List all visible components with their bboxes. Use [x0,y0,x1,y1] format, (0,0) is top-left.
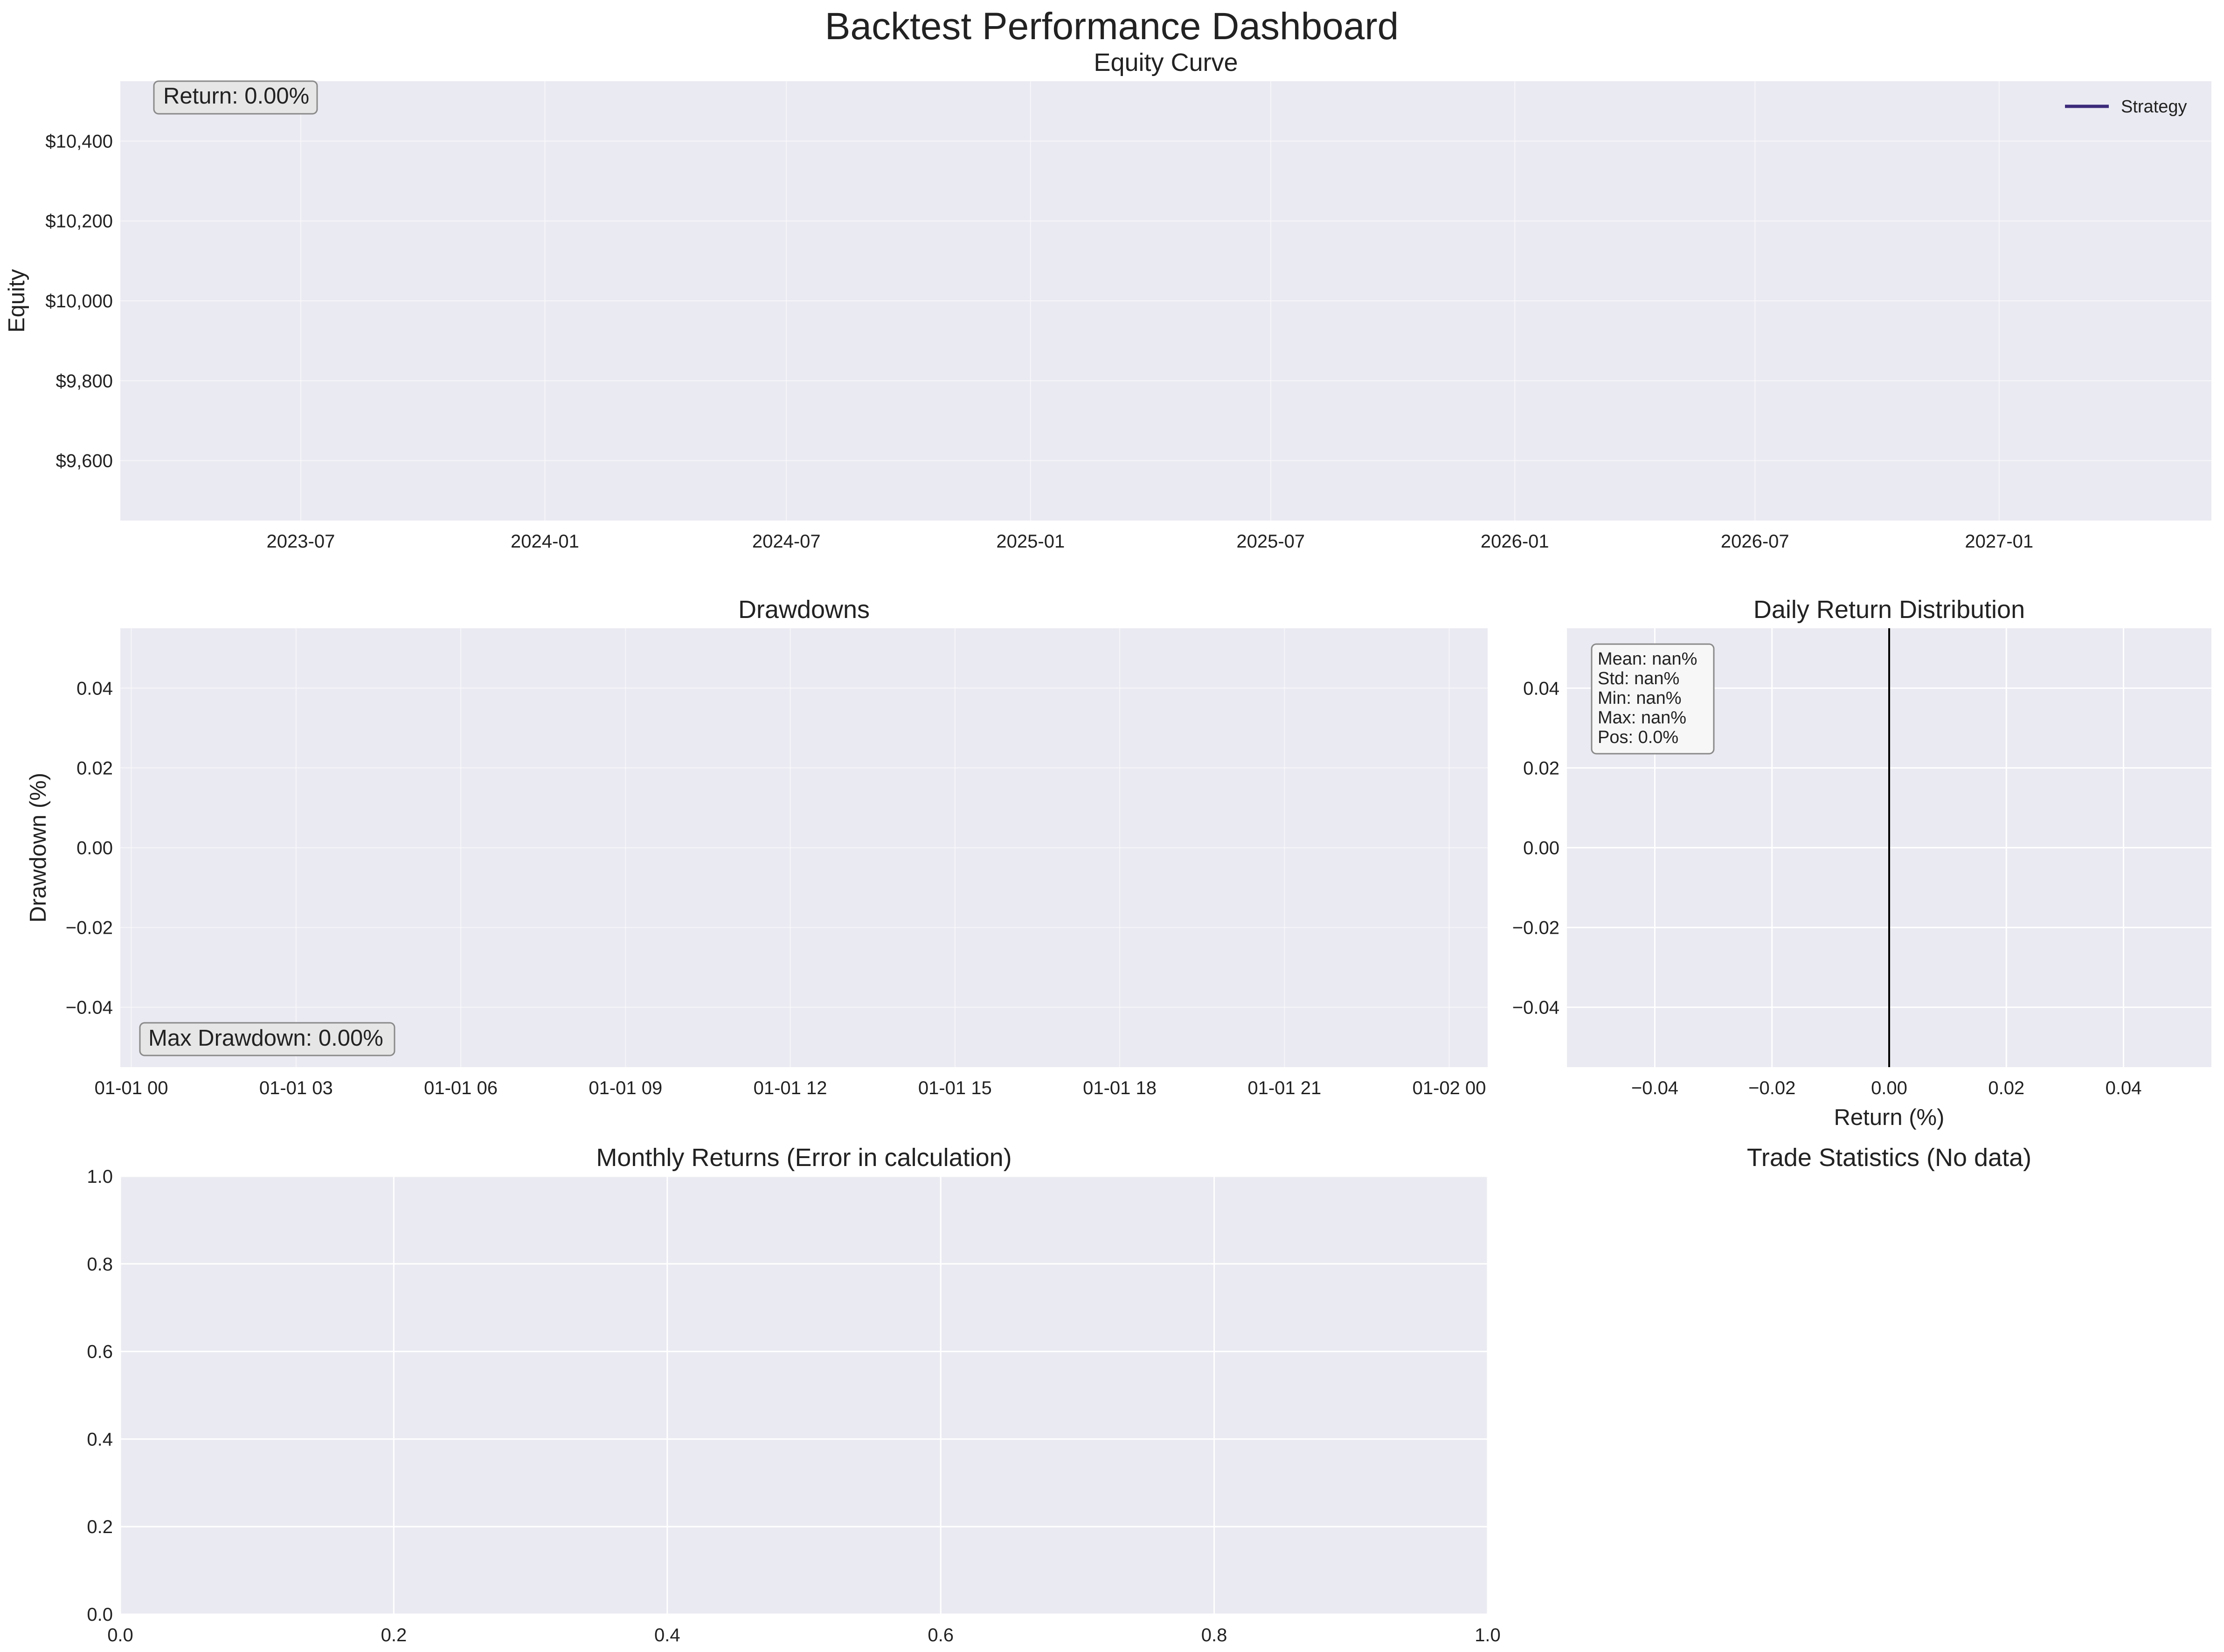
max-drawdown-annotation: Max Drawdown: 0.00% [139,1022,395,1056]
drawdowns-x-tick-label: 01-01 15 [918,1078,992,1098]
return_dist-x-tick-label: −0.04 [1631,1078,1678,1098]
equity-return-annotation: Return: 0.00% [153,80,318,115]
monthly-title: Monthly Returns (Error in calculation) [596,1144,1012,1172]
dashboard-title: Backtest Performance Dashboard [825,5,1399,48]
max-drawdown-text: Max Drawdown: 0.00% [148,1026,383,1051]
drawdowns-x-tick-label: 01-01 18 [1083,1078,1157,1098]
equity-x-tick-label: 2026-01 [1481,531,1549,552]
stats-line: Min: nan% [1598,688,1682,708]
return_dist-panel: −0.04 −0.02 0.00 0.02 0.04 −0.04 −0.02 0.00 0.02… [1512,596,2211,1130]
equity-x-tick-label: 2026-07 [1721,531,1789,552]
monthly-y-tick-label: 0.2 [87,1517,113,1537]
drawdowns-y-tick-label: 0.00 [76,838,113,859]
monthly-y-tick-label: 0.0 [87,1604,113,1625]
monthly-plot-area [120,1176,1488,1614]
drawdowns-y-tick-label: 0.02 [76,758,113,778]
drawdowns-y-axis-label: Drawdown (%) [26,773,51,923]
return_dist-x-tick-label: −0.02 [1748,1078,1795,1098]
equity-panel: 2023-07 2024-01 2024-07 2025-01 2025-07 2026-… [4,49,2211,552]
return_dist-x-tick-label: 0.00 [1871,1078,1907,1098]
equity-x-tick-label: 2027-01 [1965,531,2033,552]
monthly-y-tick-label: 0.4 [87,1429,113,1450]
equity-y-tick-label: $10,000 [45,291,113,312]
drawdowns-x-tick-label: 01-01 09 [589,1078,662,1098]
drawdowns-x-tick-label: 01-02 00 [1413,1078,1486,1098]
stats-line: Std: nan% [1598,669,1679,688]
stats-line: Pos: 0.0% [1598,728,1678,747]
trades-title: Trade Statistics (No data) [1747,1144,2031,1172]
monthly-x-tick-label: 0.6 [928,1625,954,1645]
drawdowns-x-tick-label: 01-01 12 [754,1078,827,1098]
equity-title: Equity Curve [1094,49,1238,76]
drawdowns-x-tick-label: 01-01 03 [259,1078,333,1098]
return_dist-y-tick-label: −0.02 [1512,918,1559,938]
equity-legend: Strategy [2065,97,2187,117]
stats-line: Mean: nan% [1598,649,1697,669]
monthly-y-tick-label: 0.6 [87,1342,113,1362]
monthly-x-tick-label: 0.0 [107,1625,133,1645]
drawdowns-x-tick-label: 01-01 06 [424,1078,498,1098]
monthly-y-tick-label: 0.8 [87,1254,113,1275]
return_dist-x-tick-label: 0.02 [1988,1078,2024,1098]
return_dist-y-tick-label: 0.00 [1523,838,1559,859]
max-drawdown-box [139,1022,395,1056]
equity-y-tick-label: $10,200 [45,211,113,232]
drawdowns-x-tick-label: 01-01 21 [1247,1078,1321,1098]
equity-y-axis-label: Equity [4,269,29,333]
equity-x-tick-label: 2025-07 [1236,531,1305,552]
trades-panel: Trade Statistics (No data) [1747,1144,2031,1172]
return_dist-x-tick-label: 0.04 [2106,1078,2142,1098]
equity-x-tick-label: 2024-01 [511,531,579,552]
return_dist-x-axis-label: Return (%) [1834,1105,1945,1130]
legend-strategy-label: Strategy [2121,97,2187,117]
return-stats-box: Mean: nan%Std: nan%Min: nan%Max: nan%Pos… [1591,643,1715,755]
return_dist-y-tick-label: 0.02 [1523,758,1559,778]
monthly-x-tick-label: 0.4 [654,1625,680,1645]
monthly-x-tick-label: 0.2 [381,1625,407,1645]
stats-line: Max: nan% [1598,708,1686,728]
equity-x-tick-label: 2025-01 [996,531,1065,552]
drawdowns-x-tick-label: 01-01 00 [95,1078,168,1098]
drawdowns-y-tick-label: −0.04 [66,998,113,1018]
monthly-y-tick-label: 1.0 [87,1166,113,1187]
return_dist-title: Daily Return Distribution [1753,596,2025,624]
monthly-x-tick-label: 1.0 [1475,1625,1501,1645]
stats-box-background [1591,643,1715,755]
equity-y-tick-label: $10,400 [45,131,113,152]
return-annotation-box [153,80,318,115]
drawdowns-y-tick-label: −0.02 [66,918,113,938]
drawdowns-title: Drawdowns [738,596,870,624]
monthly-panel: 0.0 0.2 0.4 0.6 0.8 1.0 0.0 0.2 0.4 0.6 0.8 1.0 Mont… [87,1144,1500,1645]
return_dist-y-tick-label: 0.04 [1523,678,1559,699]
return_dist-y-tick-label: −0.04 [1512,998,1559,1018]
equity-y-tick-label: $9,600 [56,451,113,472]
equity-y-tick-label: $9,800 [56,371,113,391]
drawdowns-y-tick-label: 0.04 [76,678,113,699]
drawdowns-panel: 01-01 00 01-01 03 01-01 06 01-01 09 01-01 12… [26,596,1488,1098]
return-annotation-text: Return: 0.00% [163,83,309,109]
equity-x-tick-label: 2024-07 [752,531,821,552]
monthly-x-tick-label: 0.8 [1201,1625,1227,1645]
equity-x-tick-label: 2023-07 [267,531,335,552]
